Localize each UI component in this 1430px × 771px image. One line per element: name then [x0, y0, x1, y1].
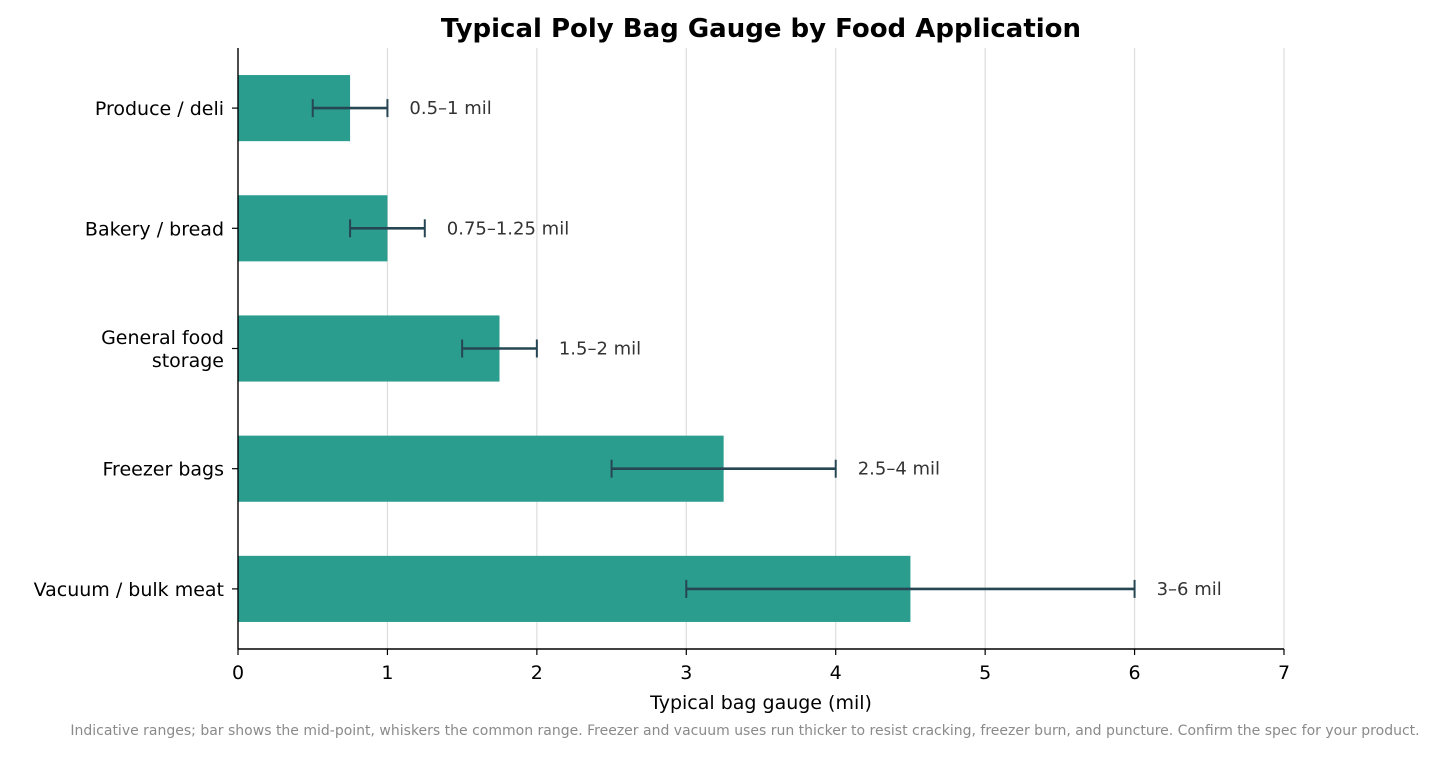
chart-title: Typical Poly Bag Gauge by Food Applicati… [441, 14, 1081, 44]
data-label: 0.75–1.25 mil [447, 218, 569, 239]
y-tick-label: Produce / deli [95, 98, 224, 120]
error-bar [610, 459, 837, 478]
y-tick-label: Vacuum / bulk meat [34, 579, 224, 601]
y-tick-label-line: Freezer bags [103, 459, 225, 481]
data-label: 2.5–4 mil [858, 459, 940, 480]
y-ticks: Produce / deli Bakery / bread General food… [34, 98, 238, 601]
whiskers [311, 99, 1136, 598]
data-label: 0.5–1 mil [409, 98, 491, 119]
data-label: 1.5–2 mil [559, 339, 641, 360]
error-bar [311, 99, 389, 118]
x-tick-label: 2 [531, 662, 543, 684]
y-tick-label: General food storage [101, 327, 224, 372]
grid [386, 48, 1285, 649]
y-tick-label: Bakery / bread [85, 218, 224, 240]
y-tick-label-line: Produce / deli [95, 98, 224, 120]
y-tick-label: Freezer bags [103, 459, 225, 481]
y-tick-label-line: General food [101, 327, 224, 349]
error-bar [685, 579, 1136, 598]
x-tick-label: 3 [680, 662, 692, 684]
y-tick-label-line: Vacuum / bulk meat [34, 579, 224, 601]
bar [238, 315, 500, 382]
footnote: Indicative ranges; bar shows the mid-poi… [70, 723, 1420, 739]
x-tick-label: 4 [830, 662, 842, 684]
x-axis-label: Typical bag gauge (mil) [649, 692, 872, 714]
y-tick-label-line: Bakery / bread [85, 218, 224, 240]
x-tick-label: 5 [979, 662, 991, 684]
x-tick-label: 0 [232, 662, 244, 684]
error-bar [461, 339, 538, 358]
y-tick-label-line: storage [152, 350, 224, 372]
range-labels: 0.5–1 mil 0.75–1.25 mil 1.5–2 mil 2.5–4 mil… [409, 98, 1221, 600]
x-tick-label: 1 [381, 662, 393, 684]
x-ticks: 0 1 2 3 4 5 6 7 [232, 649, 1290, 684]
data-label: 3–6 mil [1157, 579, 1222, 600]
error-bar [349, 219, 426, 238]
x-tick-label: 6 [1129, 662, 1141, 684]
x-tick-label: 7 [1278, 662, 1290, 684]
